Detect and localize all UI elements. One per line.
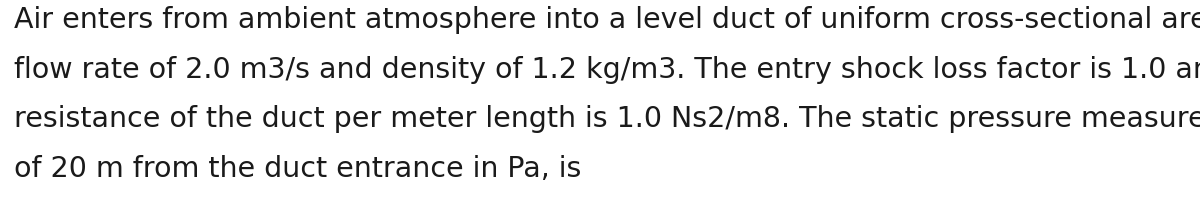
Text: resistance of the duct per meter length is 1.0 Ns2/m8. The static pressure measu: resistance of the duct per meter length …	[14, 105, 1200, 133]
Text: flow rate of 2.0 m3/s and density of 1.2 kg/m3. The entry shock loss factor is 1: flow rate of 2.0 m3/s and density of 1.2…	[14, 56, 1200, 84]
Text: of 20 m from the duct entrance in Pa, is: of 20 m from the duct entrance in Pa, is	[14, 155, 582, 183]
Text: Air enters from ambient atmosphere into a level duct of uniform cross-sectional : Air enters from ambient atmosphere into …	[14, 6, 1200, 34]
